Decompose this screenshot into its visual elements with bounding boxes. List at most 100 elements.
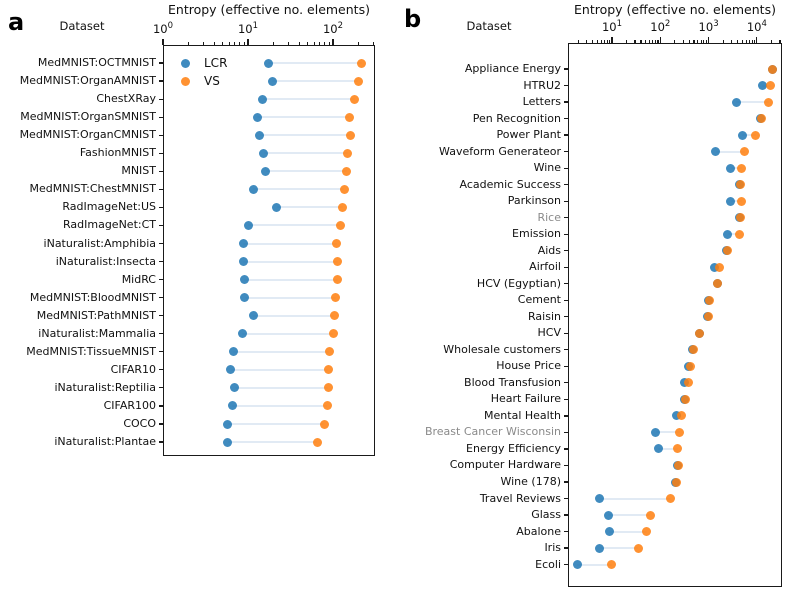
y-tick (159, 188, 163, 190)
dot-vs (312, 437, 322, 447)
y-axis-label: Glass (531, 508, 561, 522)
x-minor-tick (648, 39, 651, 43)
dot-lcr (737, 130, 747, 140)
dot-lcr (604, 527, 614, 537)
dot-vs (675, 427, 685, 437)
dot-vs (333, 275, 343, 285)
dot-lcr (653, 444, 663, 454)
y-tick (564, 117, 568, 120)
x-tick-label: 104 (746, 19, 767, 34)
y-axis-label: Aids (537, 243, 561, 257)
y-axis-label: Appliance Energy (464, 62, 561, 75)
connector-line (263, 152, 348, 155)
x-minor-tick (770, 39, 772, 43)
connector-line (257, 116, 350, 119)
connector-line (234, 386, 329, 389)
y-axis-label: iNaturalist:Reptilia (54, 380, 156, 394)
dot-vs (324, 347, 334, 357)
connector-line (608, 514, 651, 517)
dot-vs (344, 112, 354, 122)
x-minor-tick (731, 39, 733, 43)
dot-lcr (603, 510, 613, 520)
dot-lcr (572, 560, 582, 570)
x-minor-tick (313, 41, 315, 45)
y-tick (159, 116, 163, 118)
y-tick (564, 349, 568, 351)
y-tick (159, 369, 163, 371)
y-tick (159, 351, 163, 353)
dot-vs (607, 560, 617, 570)
x-minor-tick (324, 41, 326, 45)
y-tick (564, 266, 568, 268)
dot-vs (633, 543, 643, 553)
y-tick (564, 250, 568, 252)
y-tick (564, 497, 568, 500)
x-minor-tick (202, 41, 205, 45)
y-tick (564, 365, 568, 367)
x-minor-tick (586, 39, 588, 43)
dot-lcr (227, 401, 237, 411)
dot-vs (734, 229, 744, 239)
dot-lcr (223, 437, 233, 447)
y-tick (564, 299, 568, 301)
x-minor-tick (328, 41, 330, 45)
x-major-tick (659, 37, 661, 43)
legend-marker-lcr (180, 58, 190, 68)
x-major-tick (247, 39, 249, 45)
x-tick-label: 101 (601, 19, 623, 34)
connector-line (655, 431, 680, 434)
x-tick-label: 101 (237, 21, 259, 36)
y-tick (564, 564, 568, 566)
connector-line (730, 200, 742, 203)
dot-vs (673, 444, 683, 454)
panel-a-axis-title: Entropy (effective no. elements) (168, 2, 370, 17)
y-tick (564, 316, 568, 318)
dot-lcr (238, 239, 248, 248)
y-axis-label: RadImageNet:CT (63, 218, 156, 232)
x-minor-tick (655, 39, 657, 43)
connector-line (276, 206, 343, 209)
connector-line (742, 134, 756, 137)
x-minor-tick (745, 39, 747, 43)
dot-vs (345, 130, 355, 140)
y-axis-label: Raisin (528, 309, 561, 323)
x-minor-tick (625, 39, 628, 43)
legend-marker-vs (180, 76, 190, 86)
x-minor-tick (657, 39, 659, 43)
y-axis-label: MedMNIST:ChestMNIST (29, 182, 156, 196)
dot-vs (353, 76, 363, 86)
y-axis-label: HTRU2 (523, 78, 561, 92)
y-axis-label: Blood Transfusion (464, 375, 561, 389)
dot-vs (686, 361, 696, 371)
x-minor-tick (697, 39, 699, 43)
legend-label-vs: VS (204, 74, 220, 88)
y-tick (564, 464, 568, 467)
y-tick (564, 68, 568, 70)
panel-b-axis-title: Entropy (effective no. elements) (574, 2, 776, 17)
x-minor-tick (688, 39, 690, 43)
dot-vs (357, 58, 367, 68)
dot-vs (666, 494, 676, 504)
x-minor-tick (600, 39, 602, 43)
dot-vs (751, 130, 761, 140)
dot-vs (680, 394, 690, 404)
x-minor-tick (592, 39, 594, 43)
dot-vs (735, 213, 745, 223)
x-minor-tick (754, 39, 756, 43)
dot-vs (683, 378, 693, 388)
connector-line (242, 332, 333, 335)
x-major-tick (162, 39, 164, 45)
y-axis-label: MedMNIST:PathMNIST (36, 308, 156, 322)
dot-lcr (757, 81, 767, 91)
x-minor-tick (634, 39, 636, 43)
y-tick (564, 514, 568, 516)
dot-vs (737, 163, 747, 173)
dot-vs (332, 239, 342, 248)
x-minor-tick (272, 41, 275, 45)
x-tick-label: 102 (322, 21, 344, 36)
y-axis-label: MedMNIST:OrganCMNIST (19, 128, 156, 142)
y-axis-label: iNaturalist:Insecta (55, 254, 156, 268)
dot-lcr (731, 97, 741, 107)
connector-line (259, 134, 351, 137)
dot-lcr (595, 543, 605, 553)
